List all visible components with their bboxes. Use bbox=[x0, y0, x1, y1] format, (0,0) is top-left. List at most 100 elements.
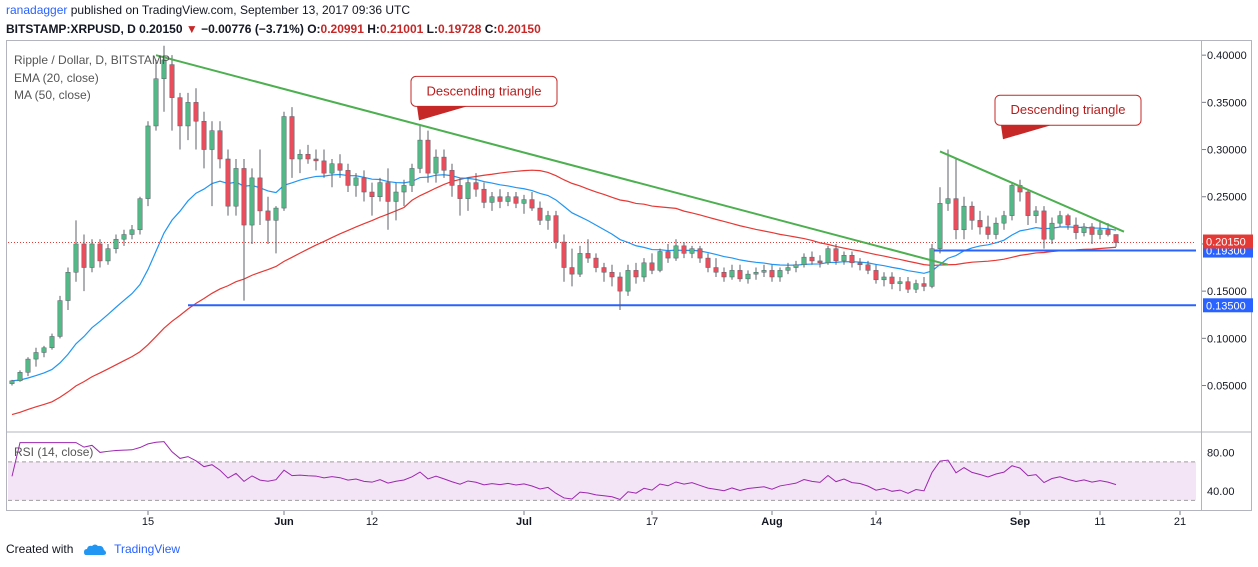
candle-body bbox=[409, 168, 415, 186]
annotation-text: Descending triangle bbox=[1011, 102, 1126, 117]
candle-body bbox=[217, 130, 223, 160]
chart-panel[interactable] bbox=[6, 40, 1202, 511]
annotation-tail bbox=[417, 106, 467, 121]
candle-body bbox=[865, 264, 871, 271]
candle-body bbox=[713, 267, 719, 273]
candle-body bbox=[369, 191, 375, 197]
publish-info: ranadagger published on TradingView.com,… bbox=[6, 3, 410, 17]
price-tick-label: 0.30000 bbox=[1207, 145, 1247, 157]
price-tick-label: 0.15000 bbox=[1207, 286, 1247, 298]
candle-body bbox=[1105, 229, 1111, 235]
candle-body bbox=[249, 177, 255, 226]
time-tick-label: 21 bbox=[1174, 516, 1186, 528]
candle-body bbox=[777, 270, 783, 278]
annotation-callout[interactable]: Descending triangle bbox=[994, 94, 1142, 140]
rsi-legend: RSI (14, close) bbox=[14, 445, 94, 459]
candle-body bbox=[929, 248, 935, 287]
created-with-text: Created with bbox=[6, 542, 74, 556]
candle-body bbox=[121, 234, 127, 240]
symbol-ohlc-bar: BITSTAMP:XRPUSD, D 0.20150 ▼ −0.00776 (−… bbox=[6, 22, 541, 36]
candle-body bbox=[145, 125, 151, 199]
candle-body bbox=[649, 262, 655, 271]
annotation-tail bbox=[1001, 125, 1051, 140]
candle-body bbox=[1001, 215, 1007, 224]
author-link[interactable]: ranadagger bbox=[6, 3, 68, 17]
time-tick-label: Aug bbox=[761, 516, 782, 528]
candle-body bbox=[377, 182, 383, 197]
candle-body bbox=[465, 182, 471, 199]
candle-body bbox=[737, 270, 743, 280]
annotation-box bbox=[994, 94, 1142, 126]
candle-body bbox=[433, 156, 439, 174]
candle-body bbox=[545, 215, 551, 221]
candle-body bbox=[33, 352, 39, 360]
annotation-text: Descending triangle bbox=[427, 83, 542, 98]
candle-body bbox=[537, 207, 543, 221]
candle-body bbox=[873, 270, 879, 281]
candle-body bbox=[809, 256, 815, 262]
candle-body bbox=[481, 188, 487, 203]
candle-body bbox=[49, 336, 55, 349]
candle-body bbox=[89, 243, 95, 268]
candle-body bbox=[689, 248, 695, 254]
price-tick-label: 0.05000 bbox=[1207, 381, 1247, 393]
time-tick-label: Jun bbox=[274, 516, 294, 528]
tradingview-link[interactable]: TradingView bbox=[114, 542, 181, 556]
time-tick-label: 12 bbox=[366, 516, 378, 528]
candle-body bbox=[945, 198, 951, 204]
candle-body bbox=[233, 168, 239, 207]
candle-body bbox=[129, 229, 135, 235]
candle-body bbox=[953, 198, 959, 231]
candle-body bbox=[313, 158, 319, 162]
candle-body bbox=[257, 177, 263, 212]
candle-body bbox=[841, 255, 847, 262]
candle-body bbox=[761, 270, 767, 273]
rsi-tick-label: 40.00 bbox=[1207, 486, 1235, 498]
candle-body bbox=[297, 154, 303, 160]
candle-body bbox=[393, 191, 399, 202]
high-value: 0.21001 bbox=[379, 22, 424, 36]
candle-body bbox=[497, 196, 503, 202]
candle-body bbox=[209, 130, 215, 150]
candle-body bbox=[97, 243, 103, 262]
candle-body bbox=[113, 238, 119, 249]
candle-body bbox=[41, 347, 47, 353]
candle-body bbox=[585, 253, 591, 259]
candle-body bbox=[1009, 185, 1015, 216]
candle-body bbox=[729, 270, 735, 278]
candle-body bbox=[721, 272, 727, 278]
candle-body bbox=[385, 182, 391, 202]
candle-body bbox=[985, 226, 991, 235]
candle-body bbox=[265, 210, 271, 221]
candle-body bbox=[609, 272, 615, 278]
candle-body bbox=[913, 283, 919, 290]
candle-body bbox=[65, 272, 71, 301]
price-tick-label: 0.35000 bbox=[1207, 97, 1247, 109]
support-price-tag bbox=[1203, 298, 1253, 313]
candle-body bbox=[641, 262, 647, 278]
tradingview-cloud-icon[interactable] bbox=[83, 543, 107, 557]
candle-body bbox=[345, 170, 351, 186]
candle-body bbox=[153, 78, 159, 127]
candle-body bbox=[137, 198, 143, 231]
price-axis[interactable] bbox=[1202, 40, 1252, 511]
candle-body bbox=[473, 182, 479, 190]
candle-body bbox=[705, 257, 711, 268]
candle-body bbox=[817, 260, 823, 264]
candle-body bbox=[193, 102, 199, 122]
candle-body bbox=[681, 245, 687, 254]
candle-body bbox=[601, 267, 607, 273]
trend-line-1 bbox=[155, 54, 949, 266]
annotation-callout[interactable]: Descending triangle bbox=[410, 75, 558, 121]
candle-body bbox=[785, 267, 791, 271]
candle-body bbox=[425, 139, 431, 174]
candle-body bbox=[1073, 224, 1079, 233]
candle-body bbox=[321, 160, 327, 174]
symbol-label: BITSTAMP:XRPUSD, D bbox=[6, 22, 136, 36]
candle-body bbox=[1113, 234, 1119, 243]
candle-body bbox=[1057, 215, 1063, 224]
candle-body bbox=[993, 222, 999, 235]
candle-body bbox=[449, 170, 455, 186]
candle-body bbox=[1049, 222, 1055, 240]
